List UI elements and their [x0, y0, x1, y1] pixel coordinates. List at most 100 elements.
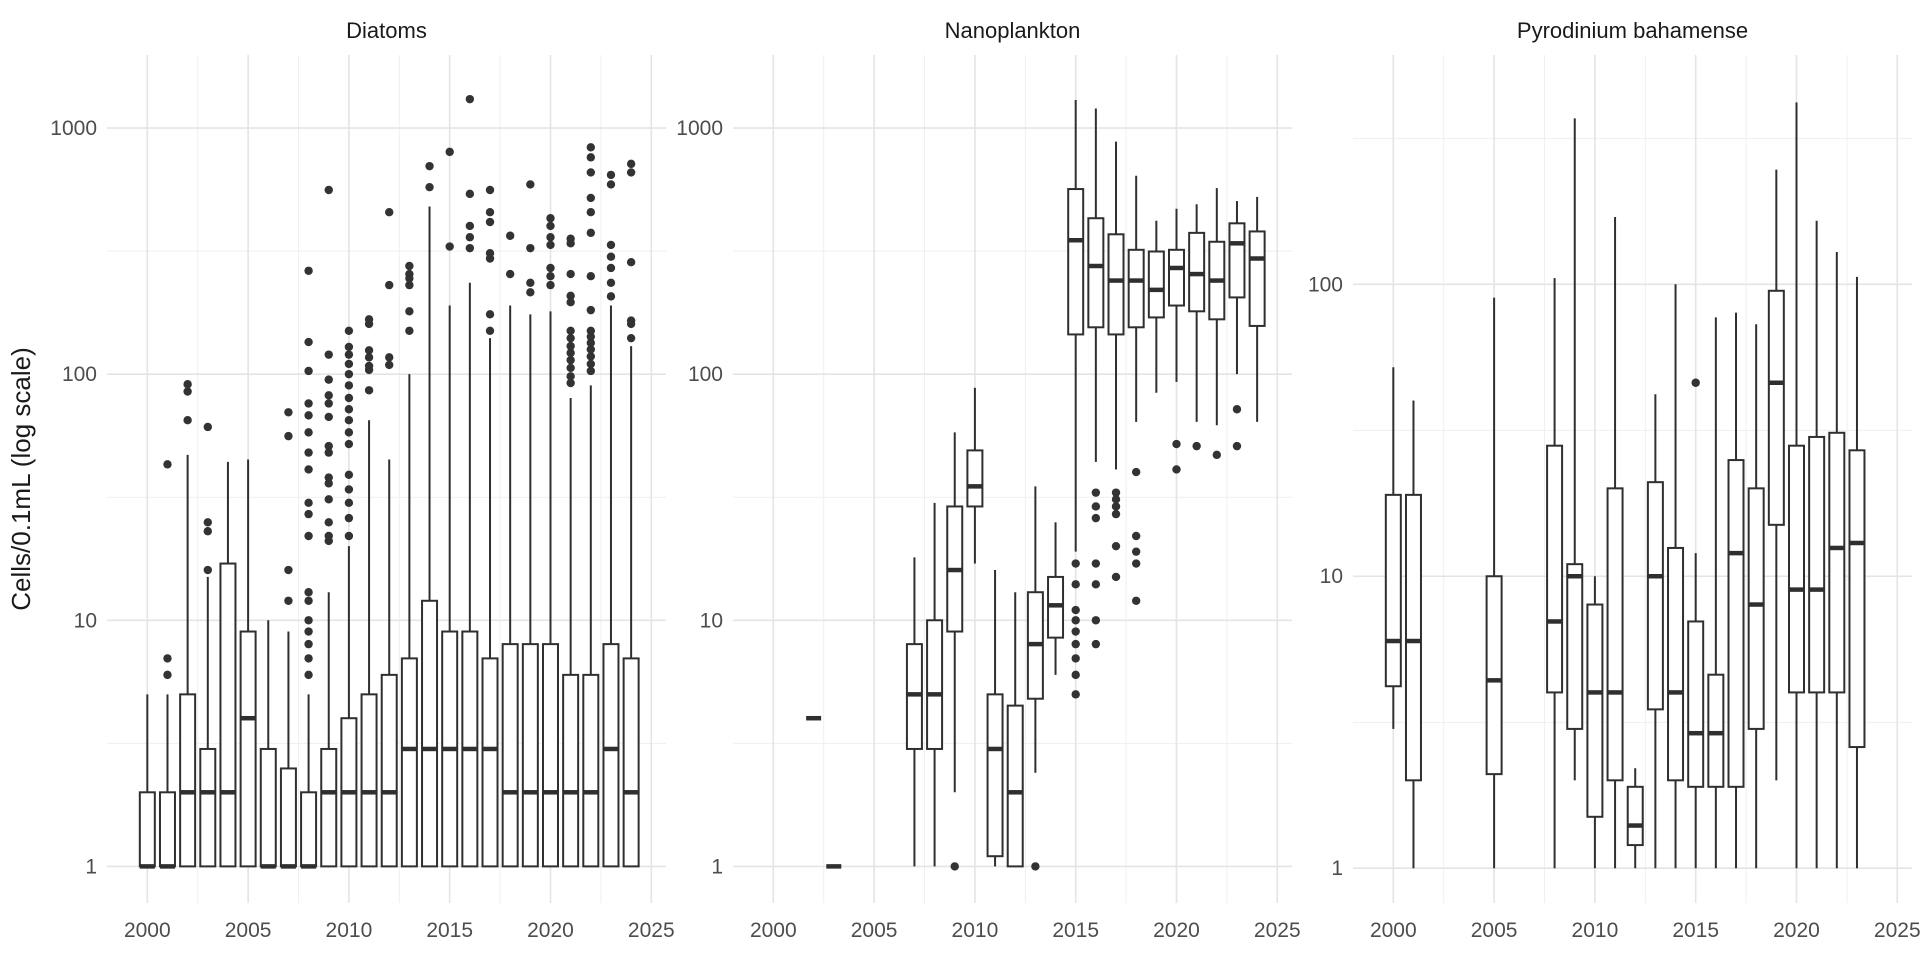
- outlier-dot: [1071, 627, 1080, 636]
- outlier-dot: [344, 350, 354, 359]
- boxplot-pyrodinium-2011: [1606, 217, 1624, 869]
- boxplot-pyrodinium-2012: [1626, 768, 1644, 869]
- boxplot-diatoms-2022: [582, 143, 600, 868]
- outlier-dot: [465, 233, 475, 242]
- iqr-box: [1727, 459, 1745, 788]
- outlier-dot: [304, 411, 313, 420]
- iqr-box: [966, 449, 984, 508]
- outlier-dot: [405, 280, 414, 290]
- iqr-box: [279, 767, 297, 868]
- iqr-box: [562, 673, 580, 868]
- iqr-box: [622, 657, 640, 868]
- boxplot-nanoplankton-2008: [926, 502, 944, 867]
- outlier-dot: [324, 441, 333, 451]
- outlier-dot: [1091, 559, 1101, 568]
- boxplot-diatoms-2010: [340, 326, 358, 868]
- outlier-dot: [546, 214, 555, 223]
- iqr-box: [138, 791, 156, 868]
- iqr-box: [1147, 250, 1165, 319]
- outlier-dot: [284, 431, 293, 441]
- boxplot-nanoplankton-2014: [1047, 522, 1065, 675]
- outlier-dot: [586, 338, 596, 348]
- iqr-box: [421, 599, 439, 868]
- outlier-dot: [304, 616, 313, 625]
- outlier-dot: [586, 193, 596, 203]
- iqr-box: [926, 619, 944, 750]
- outlier-dot: [1071, 690, 1080, 699]
- iqr-box: [1006, 704, 1024, 868]
- outlier-dot: [1192, 441, 1201, 451]
- boxplot-nanoplankton-2013: [1026, 486, 1044, 871]
- outlier-dot: [304, 337, 313, 347]
- y-tick-label: 1000: [50, 117, 97, 140]
- x-tick-label: 2010: [326, 919, 373, 942]
- boxplot-nanoplankton-2024: [1248, 196, 1266, 422]
- outlier-dot: [485, 207, 495, 217]
- outlier-dot: [586, 168, 596, 177]
- outlier-dot: [586, 345, 596, 354]
- outlier-dot: [1091, 502, 1101, 511]
- boxplot-nanoplankton-2020: [1167, 208, 1185, 474]
- outlier-dot: [1111, 488, 1121, 497]
- outlier-dot: [344, 359, 354, 369]
- outlier-dot: [505, 269, 515, 279]
- outlier-dot: [284, 565, 293, 575]
- iqr-box: [360, 693, 378, 868]
- panel-title: Pyrodinium bahamense: [1517, 18, 1748, 43]
- outlier-dot: [1212, 450, 1222, 460]
- boxplot-nanoplankton-2016: [1087, 108, 1105, 649]
- y-tick-label: 1: [711, 855, 723, 878]
- boxplot-nanoplankton-2018: [1127, 175, 1145, 605]
- boxplot-nanoplankton-2019: [1147, 220, 1165, 393]
- boxplot-diatoms-2007: [279, 408, 297, 869]
- outlier-dot: [304, 399, 313, 408]
- outlier-dot: [566, 348, 575, 358]
- outlier-dot: [546, 233, 555, 242]
- outlier-dot: [364, 315, 374, 324]
- outlier-dot: [1031, 862, 1040, 871]
- boxplot-nanoplankton-2012: [1006, 592, 1024, 868]
- iqr-box: [1767, 289, 1785, 526]
- iqr-box: [199, 747, 217, 868]
- outlier-dot: [1071, 605, 1080, 615]
- outlier-dot: [485, 326, 495, 336]
- outlier-dot: [566, 291, 575, 301]
- outlier-dot: [284, 408, 293, 417]
- boxplot-nanoplankton-2017: [1107, 141, 1125, 582]
- iqr-box: [300, 791, 318, 868]
- boxplot-diatoms-2023: [602, 170, 620, 868]
- outlier-dot: [465, 243, 475, 253]
- outlier-dot: [445, 147, 454, 157]
- boxplot-diatoms-2015: [441, 147, 459, 868]
- boxplot-nanoplankton-2009: [946, 432, 964, 871]
- boxplot-diatoms-2003: [199, 422, 217, 868]
- outlier-dot: [546, 221, 555, 231]
- outlier-dot: [304, 266, 313, 275]
- x-tick-label: 2025: [1254, 919, 1301, 942]
- outlier-dot: [304, 531, 313, 541]
- iqr-box: [1787, 444, 1805, 694]
- iqr-box: [1606, 487, 1624, 782]
- outlier-dot: [284, 596, 293, 605]
- boxplot-pyrodinium-2018: [1747, 324, 1765, 869]
- iqr-box: [1626, 785, 1644, 847]
- outlier-dot: [566, 298, 575, 307]
- outlier-dot: [344, 470, 354, 479]
- iqr-box: [481, 657, 499, 868]
- outlier-dot: [606, 292, 616, 301]
- boxplot-diatoms-2004: [219, 461, 237, 868]
- facet-diatoms: 1 10 100 1000 2000 2005 2010 2015 2020 2025 Diatom…: [50, 18, 674, 942]
- outlier-dot: [1131, 467, 1141, 477]
- iqr-box: [320, 747, 338, 868]
- boxplot-diatoms-2019: [521, 180, 539, 868]
- iqr-box: [1067, 188, 1085, 336]
- x-tick-label: 2000: [1370, 919, 1417, 942]
- boxplot-pyrodinium-2022: [1828, 251, 1846, 869]
- outlier-dot: [586, 207, 596, 217]
- iqr-box: [1566, 563, 1584, 730]
- panel-title: Diatoms: [346, 18, 427, 43]
- outlier-dot: [344, 439, 354, 449]
- outlier-dot: [405, 326, 414, 336]
